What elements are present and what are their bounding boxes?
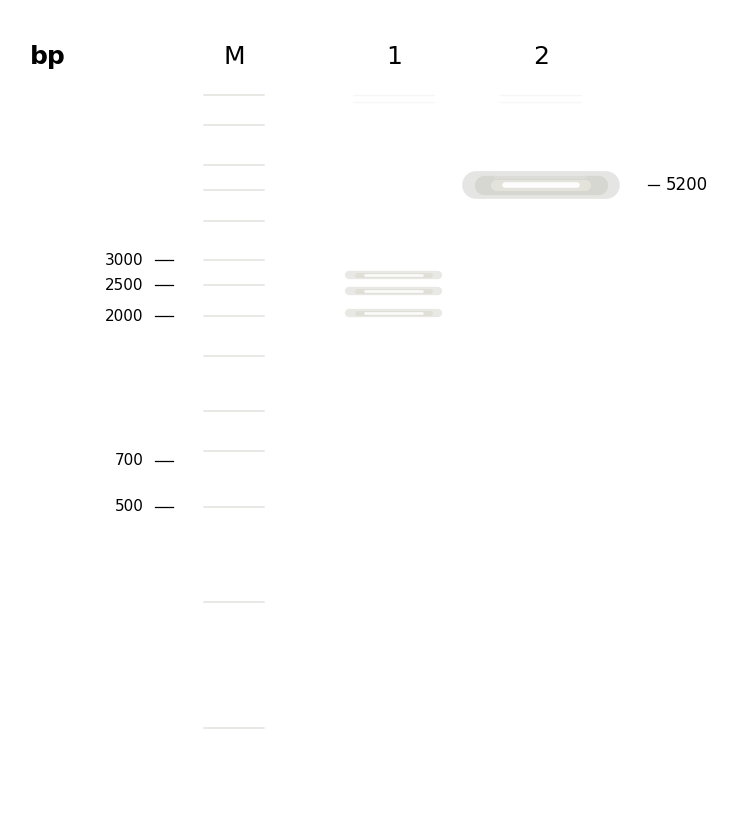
Text: 500: 500 bbox=[115, 499, 144, 514]
Text: M: M bbox=[223, 45, 245, 69]
Text: 3000: 3000 bbox=[105, 253, 144, 268]
Text: 5200: 5200 bbox=[666, 175, 708, 193]
Text: 2000: 2000 bbox=[105, 308, 144, 324]
Text: 700: 700 bbox=[115, 453, 144, 468]
Text: 2: 2 bbox=[533, 45, 549, 69]
Text: 1: 1 bbox=[386, 45, 402, 69]
Text: bp: bp bbox=[29, 45, 66, 69]
Text: 2500: 2500 bbox=[105, 278, 144, 293]
